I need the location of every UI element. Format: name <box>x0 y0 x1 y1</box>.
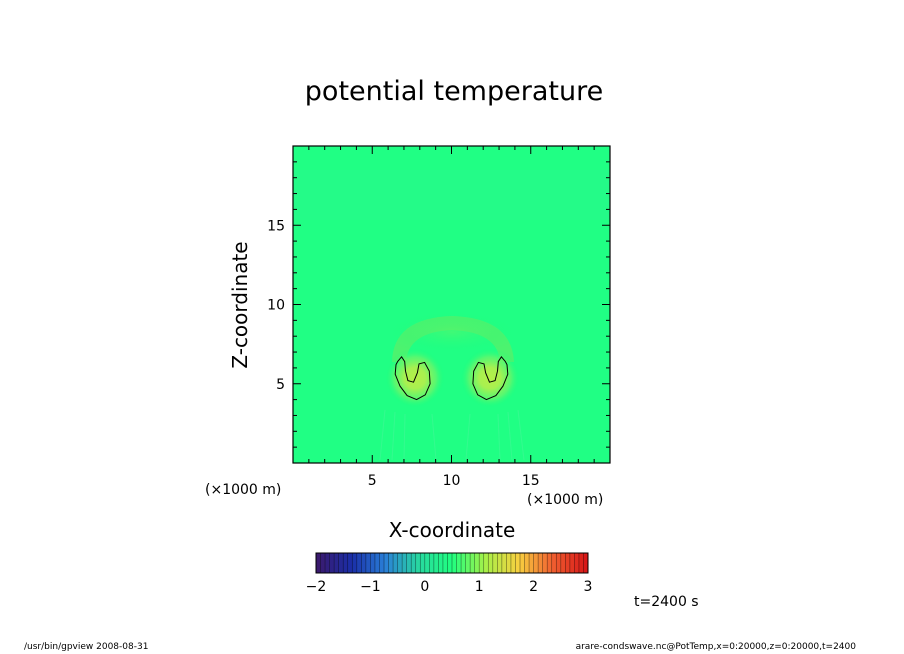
colorbar-cell <box>370 553 376 573</box>
colorbar-tick-label: 3 <box>584 579 593 595</box>
x-axis-label: X-coordinate <box>388 518 516 542</box>
colorbar-cell <box>510 553 516 573</box>
colorbar-cell <box>329 553 335 573</box>
colorbar-cell <box>461 553 466 573</box>
colorbar-cell <box>420 553 426 573</box>
colorbar-cell <box>384 553 389 573</box>
colorbar-tick-label: −1 <box>360 579 381 595</box>
colorbar-cell <box>320 553 326 573</box>
colorbar-cell <box>438 553 444 573</box>
arc-glow <box>382 310 522 354</box>
footer-program-date: /usr/bin/gpview 2008-08-31 <box>24 642 149 652</box>
colorbar-cell <box>316 553 321 573</box>
colorbar-cell <box>583 553 589 573</box>
wave-streaks <box>379 409 525 461</box>
colorbar-cell <box>538 553 543 573</box>
colorbar-tick-label: −2 <box>306 579 327 595</box>
x-tick-label: 15 <box>522 473 540 489</box>
x-axis-ticks: 5 10 15 <box>308 146 595 489</box>
colorbar-cell <box>334 553 339 573</box>
colorbar-cell <box>556 553 562 573</box>
colorbar-cell <box>343 553 349 573</box>
y-axis-unit: (×1000 m) <box>205 482 282 498</box>
colorbar-cell <box>433 553 439 573</box>
colorbar-cell <box>365 553 371 573</box>
colorbar-cell <box>397 553 403 573</box>
colorbar-cell <box>497 553 503 573</box>
colorbar-cell <box>447 553 453 573</box>
colorbar-cell <box>452 553 457 573</box>
colorbar-cell <box>374 553 380 573</box>
colorbar-cell <box>483 553 489 573</box>
colorbar-cell <box>411 553 417 573</box>
time-label: t=2400 s <box>634 594 699 610</box>
colorbar-cell <box>542 553 548 573</box>
colorbar-cell <box>402 553 407 573</box>
footer-data-source: arare-condswave.nc@PotTemp,x=0:20000,z=0… <box>575 642 856 652</box>
colorbar-tick-label: 0 <box>420 579 429 595</box>
colorbar-cell <box>515 553 521 573</box>
colorbar-cell <box>547 553 553 573</box>
y-tick-label: 15 <box>267 218 285 234</box>
colorbar-cell <box>429 553 435 573</box>
colorbar-tick-label: 2 <box>529 579 538 595</box>
contour-lines <box>394 355 509 401</box>
colorbar-cell <box>529 553 534 573</box>
colorbar-cell <box>465 553 471 573</box>
y-tick-label: 5 <box>276 377 285 393</box>
colorbar-cell <box>578 553 584 573</box>
colorbar-cell <box>565 553 571 573</box>
colorbar-cell <box>506 553 512 573</box>
colorbar-cell <box>393 553 398 573</box>
y-axis-ticks: 5 10 15 <box>267 161 610 448</box>
colorbar-cell <box>361 553 367 573</box>
x-tick-label: 10 <box>443 473 461 489</box>
colorbar-cell <box>560 553 566 573</box>
colorbar-cell <box>533 553 539 573</box>
colorbar-cell <box>488 553 494 573</box>
y-tick-label: 10 <box>267 298 285 314</box>
colorbar: −2 −1 0 1 2 3 <box>306 552 593 595</box>
colorbar-cell <box>415 553 421 573</box>
colorbar-cell <box>379 553 385 573</box>
x-tick-label: 5 <box>368 473 377 489</box>
right-thermal-blob <box>460 348 520 408</box>
colorbar-cell <box>470 553 475 573</box>
colorbar-cell <box>524 553 530 573</box>
contour-left <box>394 355 431 401</box>
colorbar-cell <box>356 553 362 573</box>
colorbar-cell <box>492 553 498 573</box>
chart-title: potential temperature <box>304 76 604 107</box>
colorbar-cell <box>338 553 344 573</box>
colorbar-cell <box>551 553 557 573</box>
colorbar-cell <box>352 553 358 573</box>
contour-right <box>472 355 509 401</box>
colorbar-frame <box>315 552 589 574</box>
colorbar-cell <box>325 553 330 573</box>
colorbar-cell <box>456 553 462 573</box>
colorbar-cell <box>501 553 507 573</box>
upper-band <box>293 170 610 220</box>
y-axis-label: Z-coordinate <box>228 241 252 369</box>
colorbar-cell <box>424 553 430 573</box>
colorbar-cell <box>388 553 394 573</box>
colorbar-cell <box>442 553 448 573</box>
colorbar-cell <box>569 553 575 573</box>
colorbar-cell <box>520 553 525 573</box>
colorbar-cell <box>574 553 580 573</box>
x-axis-unit: (×1000 m) <box>527 492 604 508</box>
colorbar-cell <box>347 553 353 573</box>
colorbar-cell <box>479 553 485 573</box>
colorbar-cell <box>406 553 412 573</box>
colorbar-cell <box>474 553 480 573</box>
colorbar-tick-label: 1 <box>475 579 484 595</box>
